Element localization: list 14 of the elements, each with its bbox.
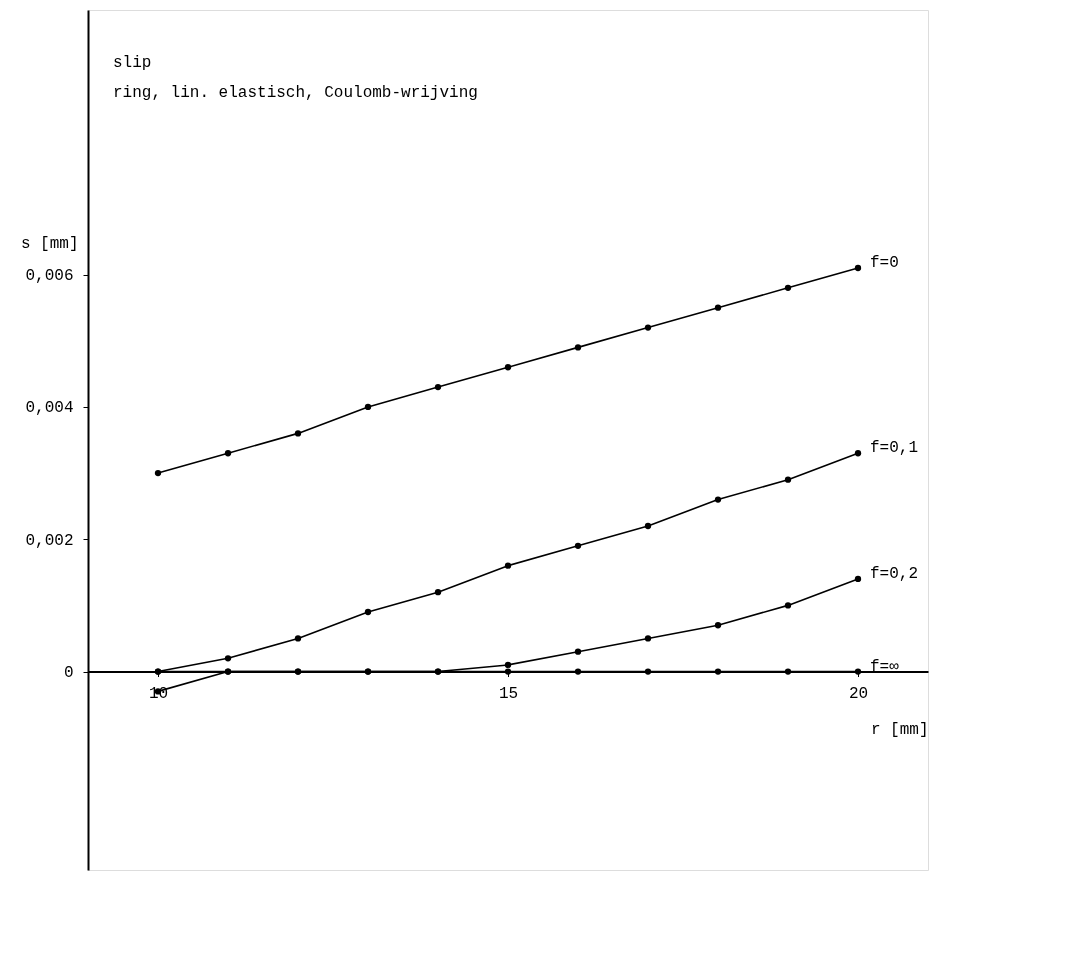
- series-label: f=0: [870, 254, 899, 272]
- x-tick-label: 20: [848, 685, 869, 704]
- y-tick-label: 0,004: [25, 399, 74, 418]
- x-tick-label: 15: [498, 685, 519, 704]
- text: ring, lin. elastisch, Coulomb-wrijving: [113, 84, 478, 102]
- y-axis-title: s [mm]: [20, 235, 79, 254]
- text: slip: [113, 54, 152, 72]
- series-label: f=0,1: [870, 439, 919, 458]
- y-tick-label: 0,006: [25, 267, 74, 286]
- series-label: f=0,2: [870, 564, 919, 583]
- y-tick-label: 0: [63, 664, 74, 683]
- series-label: f=∞: [870, 657, 900, 676]
- y-tick-label: 0,002: [25, 531, 74, 550]
- x-axis-title: r [mm]: [870, 721, 929, 740]
